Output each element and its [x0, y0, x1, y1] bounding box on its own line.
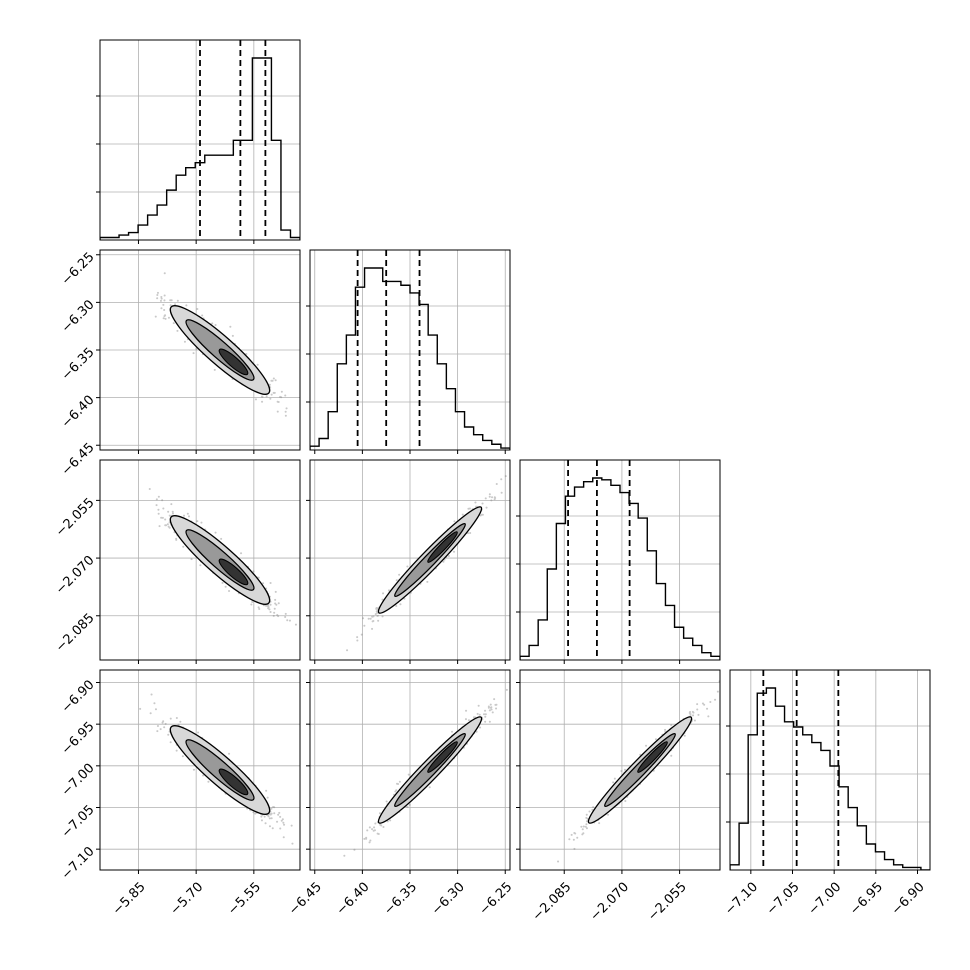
histogram-panel-2 [516, 459, 721, 664]
scatter-panel-1-0 [96, 249, 301, 454]
x-tick-label: −7.05 [764, 880, 803, 919]
x-tick-label: −6.95 [847, 880, 886, 919]
y-tick-label: −2.085 [53, 611, 98, 656]
scatter-panel-3-0 [96, 669, 301, 874]
x-tick-label: −2.055 [645, 880, 690, 925]
histogram-panel-1 [306, 249, 511, 454]
y-tick-label: −6.30 [59, 297, 98, 336]
y-tick-label: −6.45 [59, 440, 98, 479]
panel-frame [99, 669, 301, 871]
contour-core [637, 741, 668, 773]
y-tick-label: −6.25 [59, 250, 98, 289]
panel-frame [99, 459, 301, 661]
y-tick-label: −7.10 [59, 844, 98, 883]
y-tick-label: −2.055 [53, 495, 98, 540]
scatter-panel-2-1 [306, 459, 511, 664]
x-tick-label: −5.85 [110, 880, 149, 919]
y-tick-label: −6.40 [59, 393, 98, 432]
contour-core [427, 531, 458, 563]
y-tick-label: −7.00 [59, 761, 98, 800]
x-tick-label: −6.30 [429, 880, 468, 919]
contour-core [427, 741, 458, 773]
y-tick-label: −6.35 [59, 345, 98, 384]
histogram-panel-3 [726, 669, 931, 874]
y-tick-label: −6.95 [59, 719, 98, 758]
x-tick-label: −6.25 [477, 880, 516, 919]
x-tick-label: −6.45 [286, 880, 325, 919]
scatter-panel-3-2 [516, 669, 721, 874]
x-tick-label: −5.70 [168, 880, 207, 919]
x-tick-label: −7.10 [722, 880, 761, 919]
panel-frame [519, 459, 721, 661]
contour-core [218, 558, 249, 586]
x-tick-label: −7.00 [806, 880, 845, 919]
x-tick-label: −6.35 [381, 880, 420, 919]
scatter-panel-2-0 [96, 459, 301, 664]
panel-frame [729, 669, 931, 871]
panel-frame [99, 39, 301, 241]
contour-core [218, 348, 249, 376]
histogram-panel-0 [96, 39, 301, 244]
y-tick-label: −2.070 [53, 553, 98, 598]
x-tick-label: −2.085 [530, 880, 575, 925]
panel-frame [519, 669, 721, 871]
scatter-panel-3-1 [306, 669, 511, 874]
histogram-step [520, 477, 720, 660]
y-tick-label: −7.05 [59, 802, 98, 841]
x-tick-label: −6.90 [889, 880, 928, 919]
contour-core [218, 768, 249, 796]
x-tick-label: −5.55 [225, 880, 264, 919]
histogram-step [100, 57, 300, 240]
histogram-step [730, 687, 930, 870]
histogram-step [310, 267, 510, 450]
y-tick-label: −6.90 [59, 677, 98, 716]
x-tick-label: −6.40 [334, 880, 373, 919]
x-tick-label: −2.070 [587, 880, 632, 925]
